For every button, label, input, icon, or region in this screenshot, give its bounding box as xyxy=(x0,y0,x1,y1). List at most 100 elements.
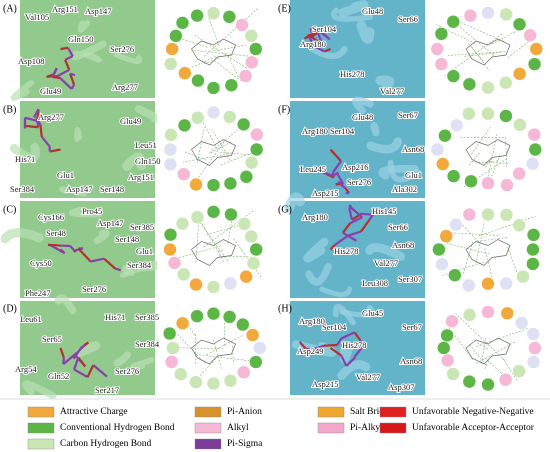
ligand-bond xyxy=(331,160,342,174)
residue-dot xyxy=(498,372,513,387)
ligand-bond xyxy=(342,231,357,242)
residue-label: Arg277 xyxy=(112,82,138,92)
panel-label: (A) xyxy=(3,3,17,14)
residue-dot xyxy=(206,81,221,95)
residue-dot xyxy=(435,257,449,272)
ligand-bond xyxy=(59,77,73,90)
residue-dot xyxy=(236,117,251,132)
residue-label: Ser276 xyxy=(82,284,106,294)
residue-label: Asp147 xyxy=(97,218,123,228)
residue-dot xyxy=(235,18,249,32)
panel-label: (H) xyxy=(278,303,292,314)
ribbon xyxy=(319,286,353,298)
ligand-bond xyxy=(305,347,312,351)
ligand-bond xyxy=(320,170,333,177)
residue-dot xyxy=(439,229,453,243)
ligand-bond xyxy=(77,356,87,368)
residue-label: Glu1 xyxy=(57,170,74,180)
legend-swatch xyxy=(379,406,407,418)
residue-label: Leu245 xyxy=(300,164,326,174)
residue-dot xyxy=(430,142,445,157)
residue-dot xyxy=(249,242,263,257)
ligand-bond xyxy=(348,230,362,237)
residue-dot xyxy=(434,27,449,41)
panel-label: (F) xyxy=(278,104,290,115)
ligand-bond xyxy=(319,31,331,41)
residue-label: Gln150 xyxy=(68,34,94,44)
residue-dot xyxy=(462,374,477,389)
residue-label: Glu49 xyxy=(120,116,141,126)
residue-label: Asp307 xyxy=(388,382,414,392)
residue-label: Glu48 xyxy=(362,6,383,16)
residue-dot xyxy=(499,276,513,291)
residue-dot xyxy=(244,155,259,170)
residue-dot xyxy=(481,377,495,392)
residue-dot xyxy=(206,205,221,219)
residue-dot xyxy=(175,316,190,331)
residue-dot xyxy=(244,29,259,43)
residue-label: Val277 xyxy=(374,258,398,268)
residue-label: Ser148 xyxy=(115,234,139,244)
residue-label: Ser104 xyxy=(322,322,347,332)
ligand-bond xyxy=(334,234,350,246)
residue-dot xyxy=(512,67,527,81)
residue-dot xyxy=(164,355,179,369)
ligand-bond xyxy=(340,331,355,340)
legend-swatch xyxy=(27,422,55,434)
residue-dot xyxy=(481,305,495,319)
residue-dot xyxy=(166,341,180,355)
residue-label: Ser66 xyxy=(398,14,418,24)
residue-label: Arg54 xyxy=(15,364,37,374)
interaction-line xyxy=(478,216,536,237)
residue-label: Ser276 xyxy=(347,177,371,187)
residue-dot xyxy=(437,341,451,355)
residue-dot xyxy=(175,16,190,30)
residue-dot xyxy=(464,174,478,189)
protein-view xyxy=(20,101,155,198)
ribbon xyxy=(387,159,421,183)
legend-label: Unfavorable Negative-Negative xyxy=(412,406,534,417)
residue-dot xyxy=(481,80,495,95)
residue-dot xyxy=(222,110,237,124)
ligand-2d xyxy=(465,239,511,266)
legend-label: Alkyl xyxy=(227,423,249,433)
interaction-line xyxy=(444,33,503,76)
residue-dot xyxy=(499,208,514,222)
interaction-line xyxy=(214,60,243,82)
residue-dot xyxy=(178,66,192,80)
interaction-line xyxy=(211,129,231,161)
interaction-line xyxy=(182,152,233,163)
residue-dot xyxy=(223,176,238,191)
residue-dot xyxy=(440,353,455,368)
ligand-bond xyxy=(67,47,74,57)
residue-dot xyxy=(237,365,251,379)
residue-label: Arg151 xyxy=(52,4,78,14)
residue-dot xyxy=(206,376,221,391)
ligand-bond xyxy=(345,356,356,367)
ligand-bond xyxy=(60,46,69,51)
ribbon xyxy=(370,122,380,137)
ribbon xyxy=(75,341,101,358)
ribbon xyxy=(366,137,403,154)
residue-label: Asn68 xyxy=(402,144,424,154)
residue-dot xyxy=(163,227,178,242)
residue-dot xyxy=(189,375,203,389)
residue-label: Ser104 xyxy=(312,24,337,34)
ligand-bond xyxy=(68,73,76,85)
residue-label: Ser48 xyxy=(46,228,66,238)
residue-dot xyxy=(435,157,450,171)
residue-dot xyxy=(245,55,259,70)
ligand-bond xyxy=(89,257,105,263)
ligand-bond xyxy=(64,55,74,61)
residue-dot xyxy=(446,169,461,183)
residue-dot xyxy=(190,110,205,125)
ligand-bond xyxy=(329,148,342,162)
legend-label: Conventional Hydrogen Bond xyxy=(60,423,175,433)
ribbon xyxy=(331,7,373,22)
panel-label: (B) xyxy=(3,104,16,115)
residue-dot xyxy=(253,341,267,355)
interaction-line xyxy=(233,238,262,278)
ribbon xyxy=(22,380,57,400)
ligand-bond xyxy=(52,75,61,80)
ribbon xyxy=(113,351,132,367)
